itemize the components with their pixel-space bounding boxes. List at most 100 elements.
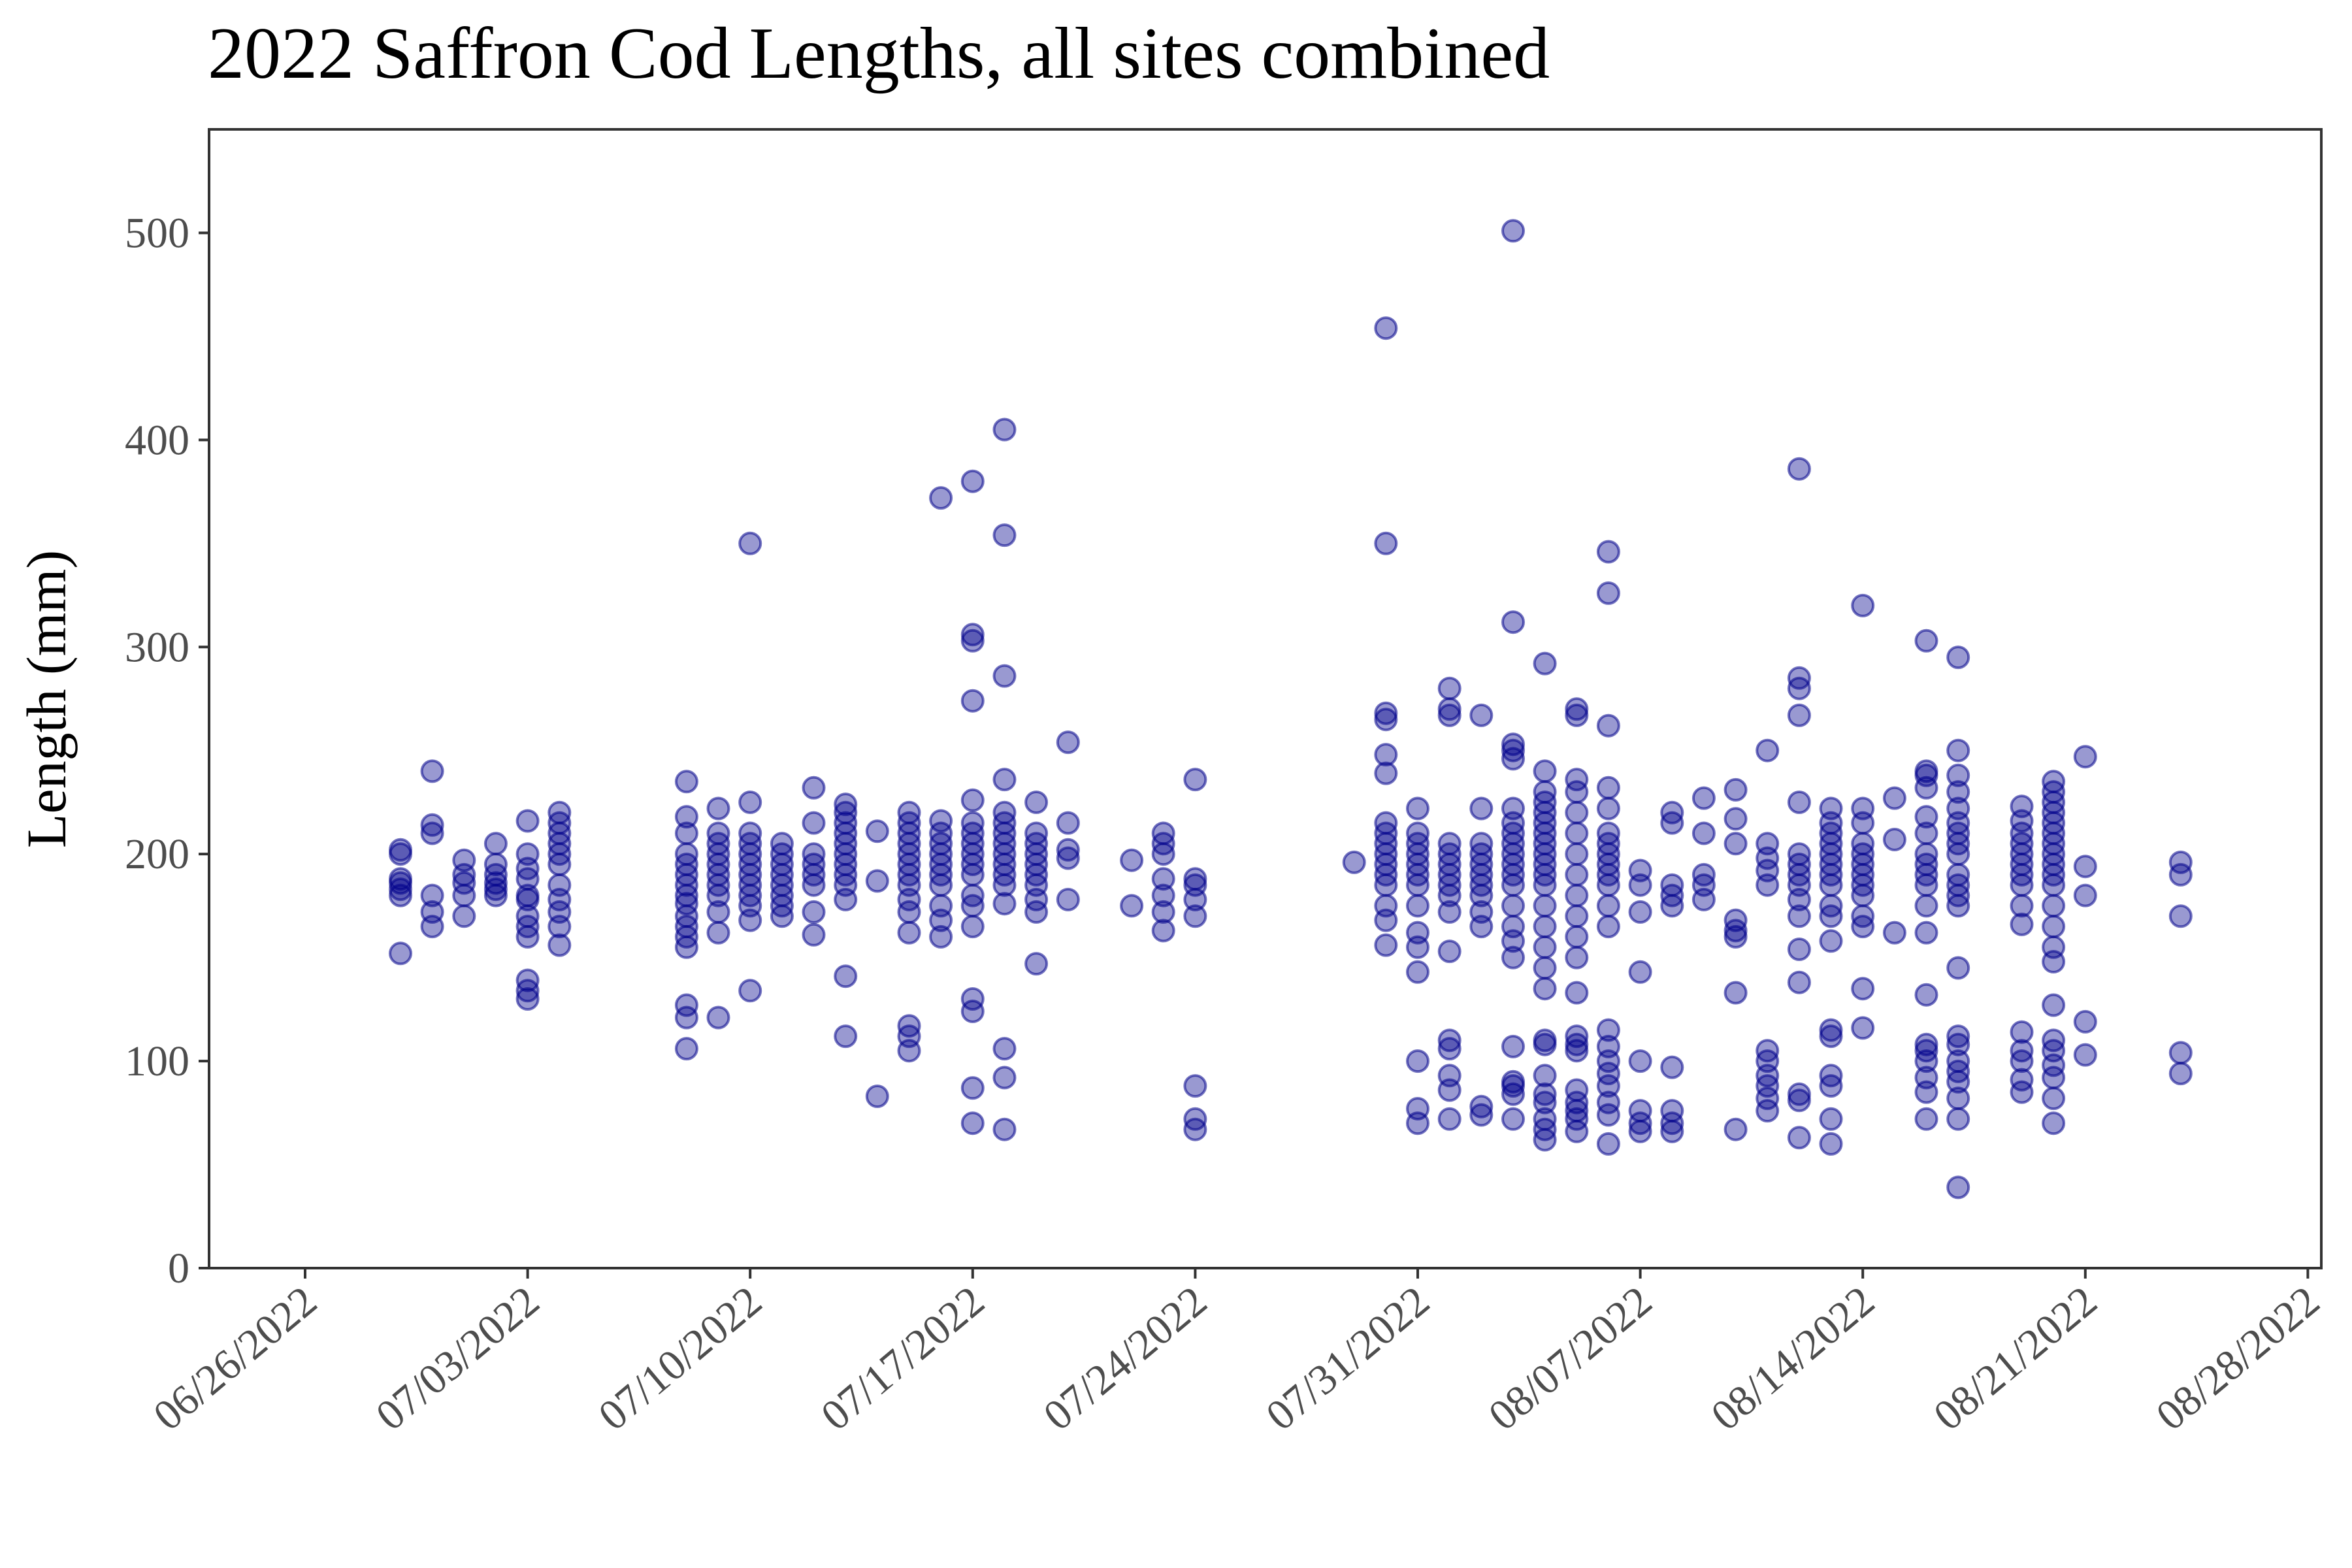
- data-point: [1787, 666, 1811, 690]
- data-point: [1437, 1107, 1462, 1131]
- data-point: [992, 664, 1017, 688]
- data-point: [2010, 912, 2034, 936]
- data-point: [1374, 811, 1398, 835]
- data-point: [1787, 970, 1811, 994]
- data-point: [1914, 805, 1938, 829]
- data-point: [992, 1037, 1017, 1061]
- chart-title: 2022 Saffron Cod Lengths, all sites comb…: [208, 13, 1550, 94]
- data-point: [1914, 776, 1938, 800]
- data-point: [547, 933, 572, 957]
- data-point: [1469, 900, 1494, 924]
- data-point: [1596, 821, 1620, 845]
- data-point: [1374, 761, 1398, 785]
- data-point: [1851, 977, 1875, 1001]
- data-point: [738, 821, 762, 845]
- data-point: [1819, 1024, 1843, 1049]
- data-point: [929, 809, 953, 833]
- data-point: [1469, 1103, 1494, 1127]
- data-point: [1723, 908, 1748, 932]
- x-tick-label: 07/24/2022: [1035, 1277, 1216, 1440]
- data-point: [1374, 894, 1398, 918]
- data-point: [1851, 593, 1875, 617]
- data-point: [1565, 883, 1589, 907]
- data-point: [1628, 900, 1652, 924]
- data-point: [1024, 900, 1049, 924]
- data-point: [1946, 956, 1970, 980]
- data-point: [1056, 838, 1080, 862]
- data-point: [1533, 956, 1557, 980]
- data-point: [706, 796, 730, 821]
- data-point: [1946, 1086, 1970, 1111]
- data-point: [1406, 821, 1429, 845]
- data-point: [960, 883, 985, 907]
- data-point: [1374, 933, 1398, 957]
- data-point: [1406, 894, 1429, 918]
- data-point: [420, 900, 444, 924]
- data-point: [2042, 935, 2066, 959]
- data-point: [1914, 921, 1938, 945]
- plot-frame: [208, 128, 2323, 1269]
- data-point: [1151, 900, 1175, 924]
- data-point: [2073, 745, 2097, 769]
- data-point: [897, 900, 921, 924]
- data-point: [1533, 651, 1557, 676]
- data-point: [1565, 1090, 1589, 1115]
- data-point: [674, 892, 698, 916]
- data-point: [483, 832, 508, 856]
- data-point: [834, 964, 858, 988]
- data-point: [802, 923, 826, 947]
- data-point: [1787, 1088, 1811, 1113]
- data-point: [1596, 1103, 1620, 1127]
- data-point: [1533, 915, 1557, 939]
- data-point: [1914, 1032, 1938, 1056]
- data-point: [1501, 1082, 1525, 1106]
- data-point: [1501, 945, 1525, 970]
- data-point: [1914, 1039, 1938, 1063]
- data-point: [452, 848, 476, 872]
- data-point: [1851, 796, 1875, 821]
- x-axis: 06/26/2022 07/03/2022 07/10/2022 07/17/2022…: [144, 1268, 2328, 1440]
- data-point: [1183, 904, 1207, 928]
- data-point: [1565, 800, 1589, 825]
- data-point: [1756, 832, 1780, 856]
- data-point: [1501, 915, 1525, 939]
- data-point: [1151, 867, 1175, 891]
- data-point: [1819, 796, 1843, 821]
- data-point: [1501, 732, 1525, 757]
- data-point: [1914, 894, 1938, 918]
- data-point: [960, 811, 985, 835]
- data-point: [1596, 894, 1620, 918]
- data-point: [1756, 1086, 1780, 1111]
- data-point: [738, 791, 762, 814]
- data-point: [960, 623, 985, 647]
- data-point: [1501, 219, 1525, 243]
- data-point: [1660, 1111, 1684, 1135]
- data-point: [1596, 796, 1620, 821]
- data-point: [674, 805, 698, 829]
- data-point: [1437, 703, 1462, 727]
- data-point: [992, 768, 1017, 792]
- data-point: [1533, 894, 1557, 918]
- data-point: [960, 1111, 985, 1135]
- data-point: [770, 832, 794, 856]
- data-point: [1533, 977, 1557, 1001]
- data-point: [1946, 1175, 1970, 1200]
- x-tick-label: 08/07/2022: [1480, 1277, 1661, 1440]
- data-point: [1437, 939, 1462, 964]
- data-point: [1946, 645, 1970, 670]
- data-point: [1882, 786, 1906, 810]
- data-point: [2042, 1111, 2066, 1135]
- data-point: [389, 838, 412, 862]
- data-point: [1406, 960, 1429, 984]
- data-point: [1406, 921, 1429, 945]
- data-point: [1660, 800, 1684, 825]
- data-point: [1914, 1066, 1938, 1090]
- data-point: [1183, 867, 1207, 891]
- data-point: [515, 883, 540, 907]
- x-tick-label: 07/31/2022: [1257, 1277, 1438, 1440]
- data-point: [1787, 791, 1811, 814]
- data-point: [1723, 1117, 1748, 1141]
- data-point: [1183, 873, 1207, 897]
- data-point: [1437, 900, 1462, 924]
